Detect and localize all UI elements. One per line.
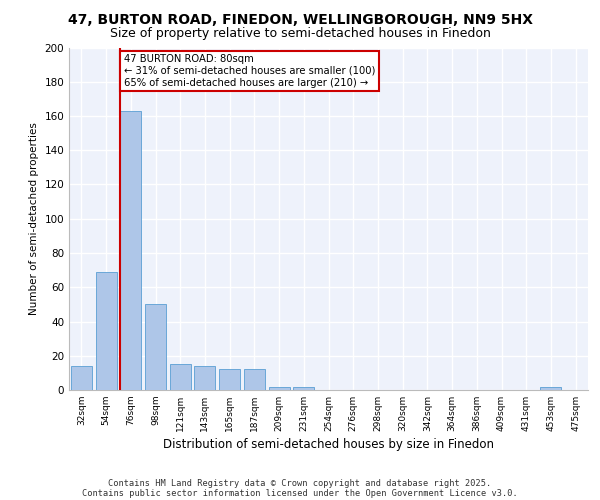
Bar bbox=[269, 386, 290, 390]
Bar bbox=[194, 366, 215, 390]
Text: Contains public sector information licensed under the Open Government Licence v3: Contains public sector information licen… bbox=[82, 488, 518, 498]
Text: 47, BURTON ROAD, FINEDON, WELLINGBOROUGH, NN9 5HX: 47, BURTON ROAD, FINEDON, WELLINGBOROUGH… bbox=[67, 12, 533, 26]
Bar bbox=[170, 364, 191, 390]
Bar bbox=[71, 366, 92, 390]
Text: Size of property relative to semi-detached houses in Finedon: Size of property relative to semi-detach… bbox=[110, 28, 490, 40]
Bar bbox=[219, 370, 240, 390]
Bar bbox=[293, 386, 314, 390]
Text: Contains HM Land Registry data © Crown copyright and database right 2025.: Contains HM Land Registry data © Crown c… bbox=[109, 478, 491, 488]
X-axis label: Distribution of semi-detached houses by size in Finedon: Distribution of semi-detached houses by … bbox=[163, 438, 494, 451]
Bar bbox=[120, 111, 141, 390]
Bar bbox=[95, 272, 116, 390]
Bar bbox=[541, 386, 562, 390]
Bar bbox=[244, 370, 265, 390]
Y-axis label: Number of semi-detached properties: Number of semi-detached properties bbox=[29, 122, 39, 315]
Bar bbox=[145, 304, 166, 390]
Text: 47 BURTON ROAD: 80sqm
← 31% of semi-detached houses are smaller (100)
65% of sem: 47 BURTON ROAD: 80sqm ← 31% of semi-deta… bbox=[124, 54, 376, 88]
